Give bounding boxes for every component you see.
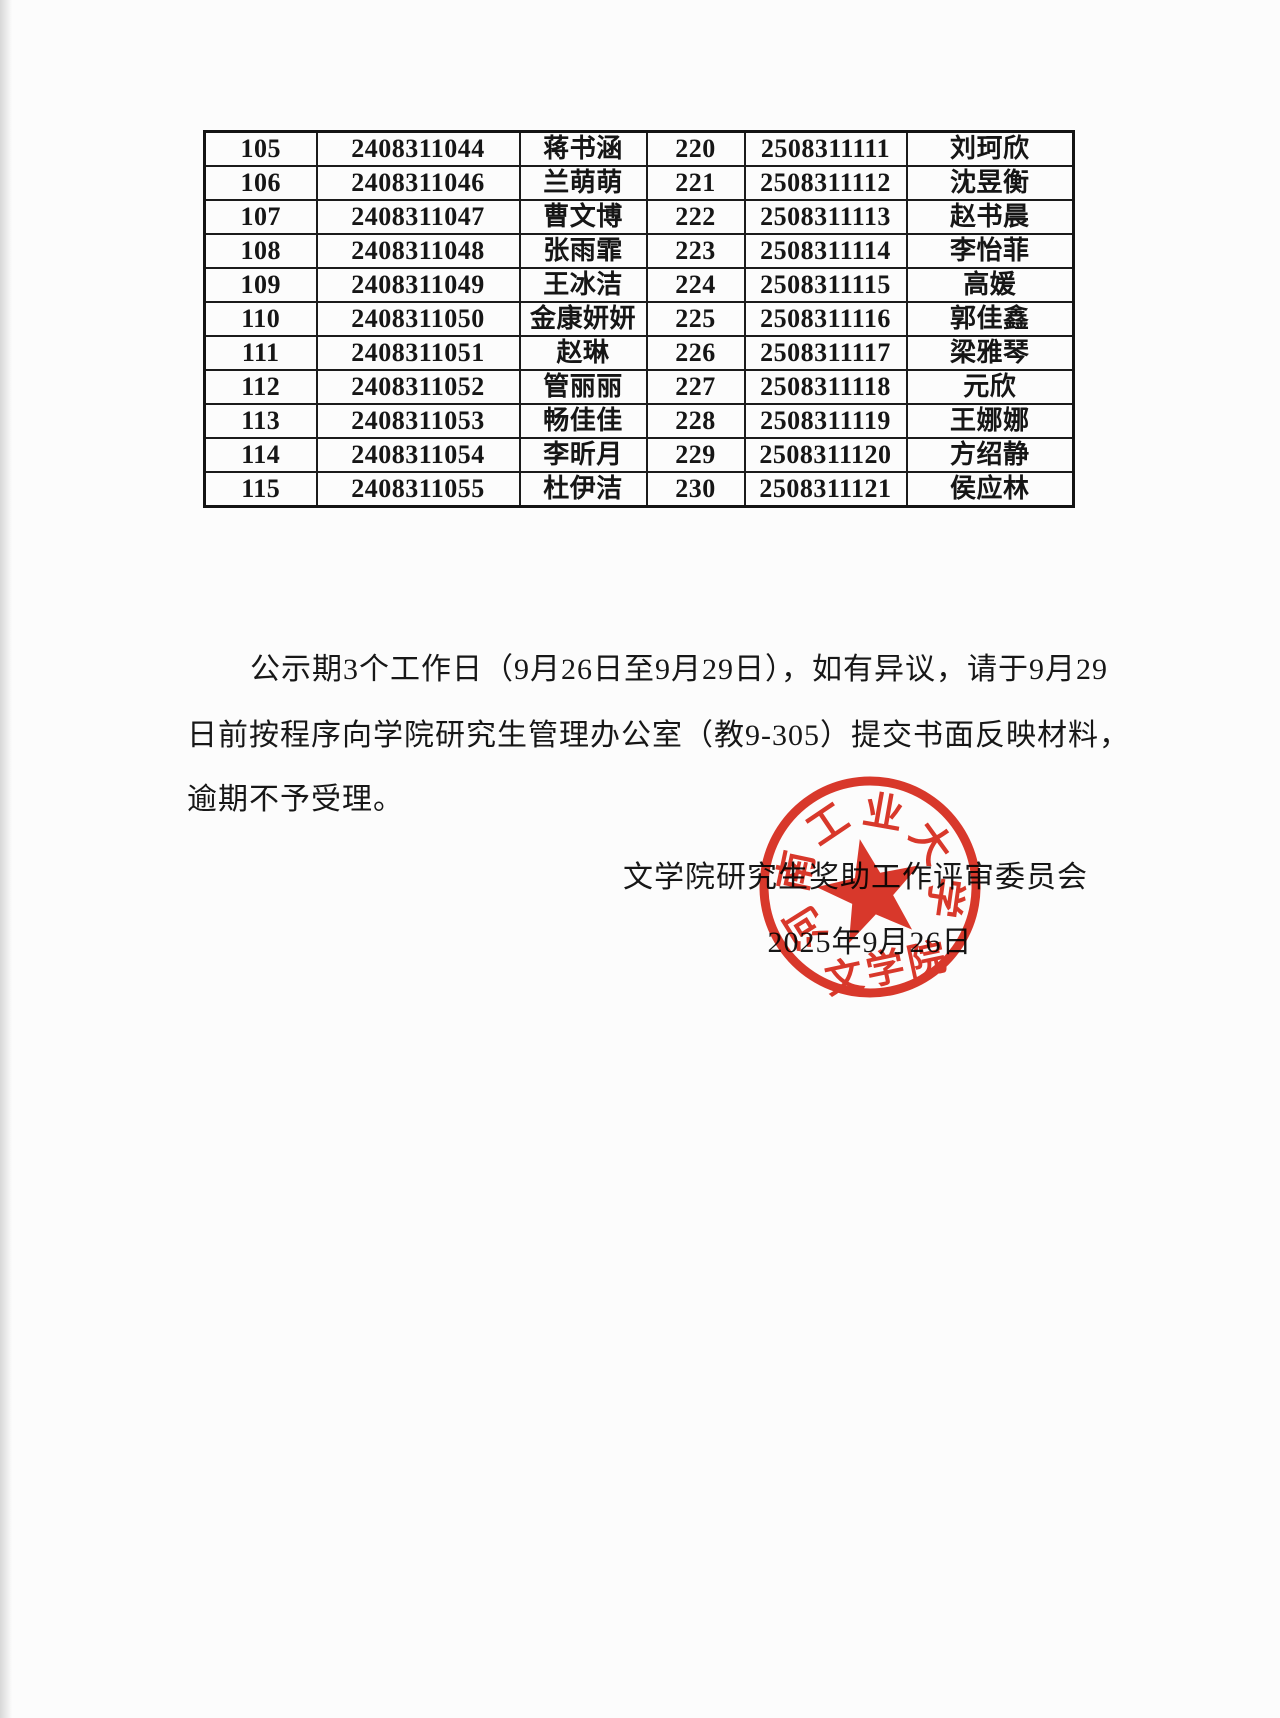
table-row: 109 2408311049 王冰洁 224 2508311115 高媛 — [203, 267, 1075, 303]
table-cell-id1: 2408311051 — [315, 335, 521, 371]
table-cell-no1: 112 — [203, 369, 318, 405]
roster-table-body: 105 2408311044 蒋书涵 220 2508311111 刘珂欣 106 24083… — [203, 130, 1075, 508]
table-cell-name2: 侯应林 — [905, 471, 1075, 508]
table-cell-name2: 刘珂欣 — [905, 130, 1075, 167]
table-cell-id2: 2508311116 — [743, 301, 908, 337]
table-cell-name1: 王冰洁 — [518, 267, 648, 303]
table-cell-name2: 方绍静 — [905, 437, 1075, 473]
table-cell-no2: 226 — [645, 335, 746, 371]
table-cell-no1: 106 — [203, 165, 318, 201]
table-cell-no1: 105 — [203, 130, 318, 167]
table-row: 110 2408311050 金康妍妍 225 2508311116 郭佳鑫 — [203, 301, 1075, 337]
table-cell-no1: 113 — [203, 403, 318, 439]
table-row: 113 2408311053 畅佳佳 228 2508311119 王娜娜 — [203, 403, 1075, 439]
table-cell-name2: 郭佳鑫 — [905, 301, 1075, 337]
table-cell-no2: 225 — [645, 301, 746, 337]
table-cell-id2: 2508311120 — [743, 437, 908, 473]
table-cell-id1: 2408311046 — [315, 165, 521, 201]
table-cell-id1: 2408311052 — [315, 369, 521, 405]
table-cell-id2: 2508311118 — [743, 369, 908, 405]
table-cell-name2: 李怡菲 — [905, 233, 1075, 269]
seal-star-icon — [816, 839, 919, 944]
table-cell-id1: 2408311055 — [315, 471, 521, 508]
table-cell-no1: 109 — [203, 267, 318, 303]
table-cell-id2: 2508311113 — [743, 199, 908, 235]
table-cell-no2: 230 — [645, 471, 746, 508]
table-row: 111 2408311051 赵琳 226 2508311117 梁雅琴 — [203, 335, 1075, 371]
table-cell-name1: 张雨霏 — [518, 233, 648, 269]
notice-line-3: 逾期不予受理。 — [187, 783, 404, 816]
notice-line-2: 日前按程序向学院研究生管理办公室（教9-305）提交书面反映材料， — [187, 719, 1130, 752]
table-row: 106 2408311046 兰萌萌 221 2508311112 沈昱衡 — [203, 165, 1075, 201]
table-cell-no1: 114 — [203, 437, 318, 473]
table-cell-no2: 228 — [645, 403, 746, 439]
table-cell-id2: 2508311117 — [743, 335, 908, 371]
table-cell-no1: 107 — [203, 199, 318, 235]
table-cell-id2: 2508311119 — [743, 403, 908, 439]
table-cell-no1: 108 — [203, 233, 318, 269]
table-cell-name1: 金康妍妍 — [518, 301, 648, 337]
table-cell-name2: 梁雅琴 — [905, 335, 1075, 371]
table-cell-name1: 赵琳 — [518, 335, 648, 371]
table-cell-name2: 沈昱衡 — [905, 165, 1075, 201]
scan-edge-shadow — [0, 0, 12, 1718]
table-row: 107 2408311047 曹文博 222 2508311113 赵书晨 — [203, 199, 1075, 235]
table-cell-name1: 管丽丽 — [518, 369, 648, 405]
table-cell-no2: 222 — [645, 199, 746, 235]
table-cell-name1: 畅佳佳 — [518, 403, 648, 439]
seal-arc-char: 业 — [859, 787, 906, 839]
seal-circle — [759, 776, 981, 998]
table-cell-name2: 高媛 — [905, 267, 1075, 303]
table-cell-id1: 2408311047 — [315, 199, 521, 235]
table-cell-id1: 2408311048 — [315, 233, 521, 269]
table-cell-no2: 229 — [645, 437, 746, 473]
table-row: 112 2408311052 管丽丽 227 2508311118 元欣 — [203, 369, 1075, 405]
table-cell-name1: 曹文博 — [518, 199, 648, 235]
table-cell-id2: 2508311115 — [743, 267, 908, 303]
notice-line-1: 公示期3个工作日（9月26日至9月29日），如有异议，请于9月29 — [250, 653, 1108, 686]
official-seal-stamp: 河南工 业大学 文学院 — [759, 776, 981, 1003]
table-cell-no2: 224 — [645, 267, 746, 303]
table-row: 108 2408311048 张雨霏 223 2508311114 李怡菲 — [203, 233, 1075, 269]
table-cell-name1: 兰萌萌 — [518, 165, 648, 201]
table-cell-id1: 2408311053 — [315, 403, 521, 439]
seal-arc-char: 学 — [919, 874, 970, 920]
table-cell-no1: 110 — [203, 301, 318, 337]
table-row: 105 2408311044 蒋书涵 220 2508311111 刘珂欣 — [203, 130, 1075, 167]
table-cell-id1: 2408311050 — [315, 301, 521, 337]
roster-table: 105 2408311044 蒋书涵 220 2508311111 刘珂欣 106 24083… — [203, 130, 1075, 508]
table-cell-name2: 赵书晨 — [905, 199, 1075, 235]
table-row: 115 2408311055 杜伊洁 230 2508311121 侯应林 — [203, 471, 1075, 508]
table-cell-id1: 2408311054 — [315, 437, 521, 473]
table-cell-no1: 111 — [203, 335, 318, 371]
table-cell-name2: 王娜娜 — [905, 403, 1075, 439]
table-cell-name1: 杜伊洁 — [518, 471, 648, 508]
signature-date: 2025年9月26日 — [767, 926, 973, 959]
table-cell-id1: 2408311044 — [315, 130, 521, 167]
table-cell-id2: 2508311112 — [743, 165, 908, 201]
table-cell-name1: 蒋书涵 — [518, 130, 648, 167]
table-row: 114 2408311054 李昕月 229 2508311120 方绍静 — [203, 437, 1075, 473]
table-cell-no2: 223 — [645, 233, 746, 269]
seal-arc-char: 南 — [770, 847, 823, 896]
table-cell-id2: 2508311121 — [743, 471, 908, 508]
table-cell-id1: 2408311049 — [315, 267, 521, 303]
table-cell-name1: 李昕月 — [518, 437, 648, 473]
table-cell-id2: 2508311111 — [743, 130, 908, 167]
table-cell-no2: 220 — [645, 130, 746, 167]
table-cell-no2: 221 — [645, 165, 746, 201]
table-cell-id2: 2508311114 — [743, 233, 908, 269]
table-cell-no1: 115 — [203, 471, 318, 508]
table-cell-name2: 元欣 — [905, 369, 1075, 405]
table-cell-no2: 227 — [645, 369, 746, 405]
